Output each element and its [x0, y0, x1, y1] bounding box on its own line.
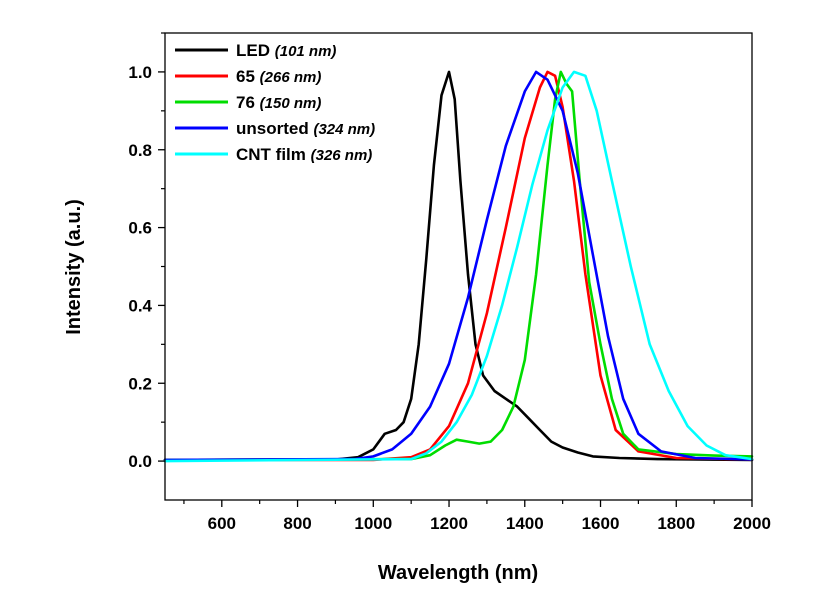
y-tick-label-1: 0.2 [128, 374, 152, 393]
legend-entry-4: CNT film (326 nm) [236, 145, 372, 164]
y-tick-label-0: 0.0 [128, 452, 152, 471]
y-tick-label-5: 1.0 [128, 63, 152, 82]
x-tick-label-1200: 1200 [430, 514, 468, 533]
legend-entry-1: 65 (266 nm) [236, 67, 321, 86]
legend-label-0: LED [236, 41, 275, 60]
series-line-3 [163, 70, 754, 462]
y-axis-title: Intensity (a.u.) [63, 199, 85, 335]
legend-note-4: (326 nm) [311, 147, 373, 164]
series-line-2 [163, 70, 754, 462]
legend-label-2: 76 [236, 93, 260, 112]
x-tick-label-1800: 1800 [657, 514, 695, 533]
y-tick-label-2: 0.4 [128, 296, 152, 315]
series-line-1 [163, 70, 754, 462]
legend-label-4: CNT film [236, 145, 311, 164]
x-tick-label-1000: 1000 [354, 514, 392, 533]
legend-note-0: (101 nm) [275, 43, 337, 60]
axes: 600 800 1000 1200 1400 1600 1800 2000 0.0 0.2 0.4 0… [128, 32, 771, 533]
legend-note-3: (324 nm) [313, 121, 375, 138]
legend-note-1: (266 nm) [260, 69, 322, 86]
plot-lines [163, 70, 754, 463]
x-tick-label-600: 600 [208, 514, 236, 533]
x-tick-label-1400: 1400 [506, 514, 544, 533]
x-tick-label-2000: 2000 [733, 514, 771, 533]
legend-label-1: 65 [236, 67, 260, 86]
x-axis-title: Wavelength (nm) [378, 562, 538, 584]
legend: LED (101 nm)65 (266 nm)76 (150 nm)unsort… [175, 41, 375, 164]
y-tick-label-3: 0.6 [128, 219, 152, 238]
legend-note-2: (150 nm) [260, 95, 322, 112]
x-tick-label-1600: 1600 [582, 514, 620, 533]
x-tick-label-800: 800 [283, 514, 311, 533]
legend-entry-3: unsorted (324 nm) [236, 119, 375, 138]
series-line-0 [163, 70, 754, 462]
legend-entry-2: 76 (150 nm) [236, 93, 321, 112]
legend-entry-0: LED (101 nm) [236, 41, 336, 60]
legend-label-3: unsorted [236, 119, 313, 138]
y-tick-label-4: 0.8 [128, 141, 152, 160]
series-line-4 [163, 70, 754, 463]
